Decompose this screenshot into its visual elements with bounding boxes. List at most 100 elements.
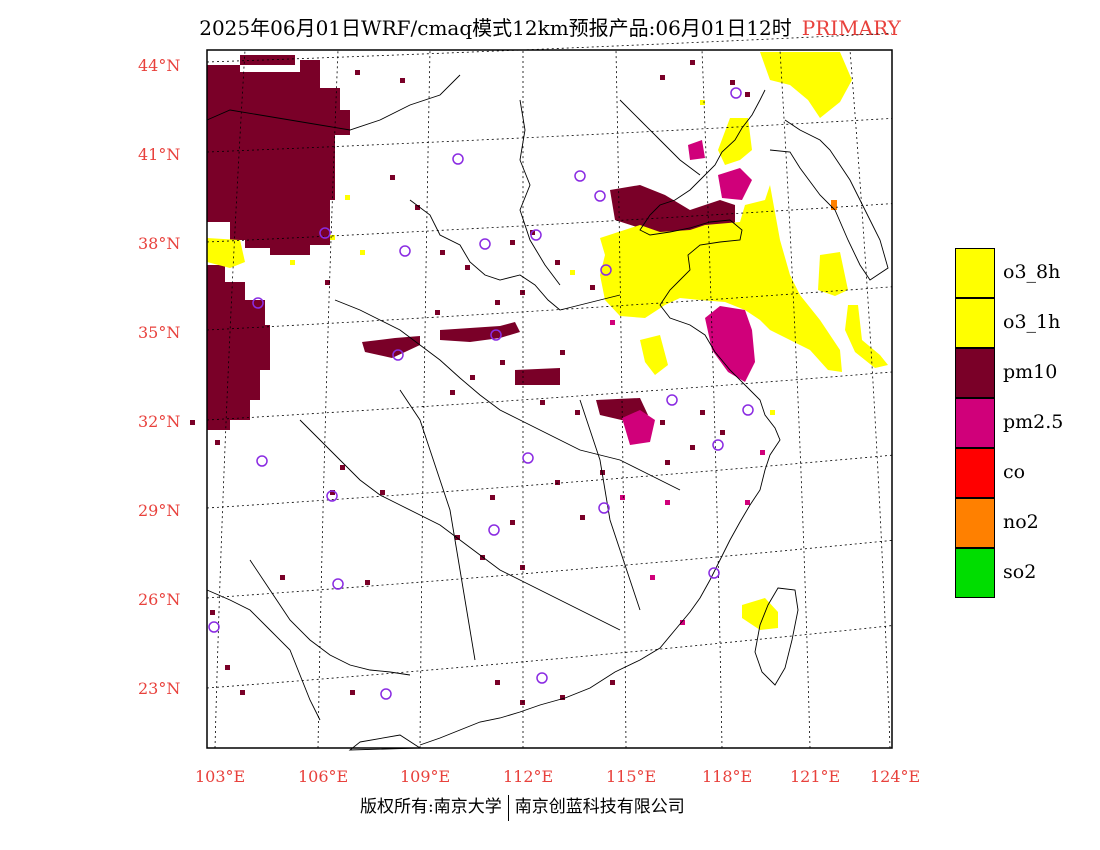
pm25-cell xyxy=(760,450,765,455)
o3-region-sea xyxy=(845,305,888,368)
pm25-cell xyxy=(745,500,750,505)
pm25-cell xyxy=(680,620,685,625)
title-tag: PRIMARY xyxy=(801,16,901,40)
province-border-c xyxy=(299,419,621,631)
pm10-cell xyxy=(190,420,195,425)
lat-label: 29°N xyxy=(138,501,180,520)
pm10-cell xyxy=(400,78,405,83)
city-marker-icon xyxy=(712,439,724,451)
pm10-cell xyxy=(340,465,345,470)
pm10-cell xyxy=(700,410,705,415)
pm25-cell xyxy=(665,500,670,505)
pm10-cell xyxy=(660,75,665,80)
city-marker-icon xyxy=(536,672,548,684)
city-marker-icon xyxy=(479,238,491,250)
pm10-cell xyxy=(455,535,460,540)
parallel-line xyxy=(206,625,893,689)
legend-swatch xyxy=(955,448,995,498)
meridian-line xyxy=(849,49,891,749)
lat-label: 26°N xyxy=(138,590,180,609)
province-border-i xyxy=(619,99,701,176)
meridian-line xyxy=(701,49,723,749)
pm10-cell xyxy=(520,565,525,570)
pm10-cell xyxy=(465,265,470,270)
city-marker-icon xyxy=(708,567,720,579)
pm10-cell xyxy=(355,70,360,75)
boundaries xyxy=(206,74,889,751)
legend-label: no2 xyxy=(1003,511,1039,533)
pm10-cell xyxy=(560,695,565,700)
pm10-region-west-north xyxy=(207,60,350,255)
lon-label: 115°E xyxy=(606,767,656,786)
city-marker-icon xyxy=(488,524,500,536)
city-marker-icon xyxy=(380,688,392,700)
pm25-cell xyxy=(650,575,655,580)
station-markers xyxy=(208,87,754,700)
pm10-patch-c xyxy=(515,368,560,385)
legend-label: pm10 xyxy=(1003,361,1058,383)
lon-label: 124°E xyxy=(870,767,920,786)
pm10-cell xyxy=(415,205,420,210)
pm10-cell xyxy=(480,555,485,560)
pm10-cell xyxy=(575,410,580,415)
lon-label: 106°E xyxy=(298,767,348,786)
city-marker-icon xyxy=(252,297,264,309)
legend-swatch xyxy=(955,548,995,598)
pm25-cell xyxy=(620,495,625,500)
pm10-cell xyxy=(490,495,495,500)
pm25-region-beijing xyxy=(688,140,705,160)
grid-lines xyxy=(206,32,893,749)
pm10-cell xyxy=(440,250,445,255)
korea-coast xyxy=(769,119,889,281)
pm10-cell xyxy=(660,420,665,425)
footer-divider xyxy=(507,794,509,821)
pm10-cell xyxy=(495,300,500,305)
legend-swatch xyxy=(955,498,995,548)
city-marker-icon xyxy=(319,227,331,239)
pm10-cell xyxy=(580,515,585,520)
city-marker-icon xyxy=(598,502,610,514)
pm10-patch-a xyxy=(232,155,262,172)
pm10-cell xyxy=(495,680,500,685)
lon-label: 109°E xyxy=(400,767,450,786)
city-marker-icon xyxy=(600,264,612,276)
pm25-region-central xyxy=(622,410,655,445)
pm10-cell xyxy=(225,665,230,670)
o3-region-hefei xyxy=(640,335,668,375)
o3-cell xyxy=(570,270,575,275)
pm10-cell xyxy=(555,260,560,265)
meridian-line xyxy=(779,49,811,749)
lat-label: 32°N xyxy=(138,412,180,431)
title-main: 2025年06月01日WRF/cmaq模式12km预报产品:06月01日12时 xyxy=(199,16,792,40)
lon-label: 118°E xyxy=(702,767,752,786)
o3-region-west xyxy=(207,238,245,268)
pollution-regions xyxy=(207,52,888,630)
pm10-region-west-south xyxy=(207,265,270,430)
pm10-band-central xyxy=(362,336,420,358)
province-border-d xyxy=(519,99,561,286)
o3-cell xyxy=(290,260,295,265)
pm10-cell xyxy=(510,520,515,525)
pm10-cell xyxy=(560,350,565,355)
o3-region-taiwan-strait xyxy=(742,598,778,630)
pm10-cell xyxy=(330,490,335,495)
city-marker-icon xyxy=(594,190,606,202)
o3-cell xyxy=(770,410,775,415)
province-border-g xyxy=(249,559,411,676)
o3-cell xyxy=(700,100,705,105)
city-marker-icon xyxy=(742,404,754,416)
pm10-cell xyxy=(690,445,695,450)
o3-region-coast xyxy=(818,252,848,296)
pm10-band-central-2 xyxy=(440,322,520,342)
pm10-cell xyxy=(520,290,525,295)
taiwan xyxy=(754,587,799,686)
city-marker-icon xyxy=(530,229,542,241)
pm10-cell xyxy=(380,490,385,495)
pm10-cell xyxy=(450,390,455,395)
city-marker-icon xyxy=(392,349,404,361)
city-marker-icon xyxy=(666,394,678,406)
pm10-cell xyxy=(555,480,560,485)
pm10-cell xyxy=(240,690,245,695)
province-border-e xyxy=(399,389,476,661)
pm10-cell xyxy=(730,80,735,85)
